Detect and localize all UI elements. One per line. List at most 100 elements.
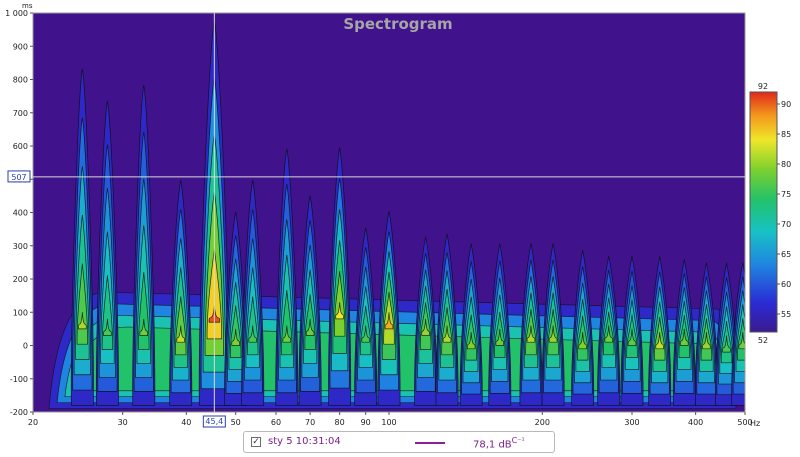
series-value-suffix: C⁻¹ (511, 436, 525, 445)
colorbar-tick-label: 65 (781, 250, 791, 259)
chart-title: Spectrogram (343, 15, 452, 33)
peak-contour (655, 332, 664, 350)
peak-contour (680, 328, 689, 346)
colorbar-tick-label: 80 (781, 160, 791, 169)
series-value-number: 78,1 dB (473, 439, 512, 451)
y-tick-label: 600 (13, 142, 28, 151)
peak-contour (335, 302, 344, 320)
x-tick-label: 400 (688, 418, 703, 427)
y-tick-label: 1 000 (5, 9, 28, 18)
x-tick-label: 50 (231, 418, 241, 427)
series-value: 78,1 dBC⁻¹ (473, 436, 525, 450)
resonance-peak (620, 256, 644, 406)
colorbar: 92 52 90 85 80 75 70 65 60 55 (749, 82, 791, 345)
peak-contour (139, 318, 148, 336)
peak-contour (361, 325, 370, 343)
y-tick-label: -200 (10, 408, 28, 417)
peak-contour (78, 312, 87, 330)
peak-contour (604, 325, 613, 343)
y-tick-label: 400 (13, 209, 28, 218)
x-tick-label: 90 (361, 418, 371, 427)
resonance-peak (70, 68, 94, 406)
colorbar-scale (749, 91, 778, 333)
y-axis-ticks: 1 0009008007006005004003002001000-100-20… (5, 9, 33, 417)
colorbar-tick-label: 60 (781, 280, 791, 289)
peak-contour (421, 318, 430, 336)
peak-contour (282, 325, 292, 343)
y-tick-label: -100 (10, 375, 28, 384)
peak-contour (305, 318, 315, 336)
x-tick-label: 40 (181, 418, 191, 427)
resonance-peak (414, 236, 438, 406)
resonance-peak (435, 233, 459, 406)
series-swatch (415, 442, 445, 444)
colorbar-tick-label: 75 (781, 190, 791, 199)
cursor-y-value: 507 (11, 173, 26, 182)
peak-contour (231, 328, 240, 346)
resonance-peak (132, 85, 156, 406)
spectrogram-surface (48, 19, 745, 410)
resonance-peak (241, 180, 265, 406)
x-tick-label: 500 (737, 418, 752, 427)
peak-contour (384, 312, 394, 330)
resonance-peak (488, 243, 512, 406)
series-visibility-checkbox[interactable]: ✓ (251, 437, 261, 447)
y-tick-label: 300 (13, 242, 28, 251)
peak-contour (103, 318, 112, 336)
peak-contour (627, 328, 637, 346)
resonance-peak (519, 243, 543, 406)
colorbar-max-label: 92 (758, 82, 768, 91)
x-axis-ticks: 20 30 40 50 60 70 80 90 100 200 300 400 500 (28, 412, 753, 427)
peak-contour (176, 325, 185, 343)
peak-contour (737, 318, 745, 361)
y-tick-label: 700 (13, 109, 28, 118)
peak-contour (248, 325, 257, 343)
cursor-y-readout: 507 (7, 170, 31, 183)
resonance-peak (459, 243, 483, 406)
y-tick-label: 100 (13, 308, 28, 317)
y-tick-label: 200 (13, 275, 28, 284)
cursor-x-readout: 45,4 (202, 415, 226, 428)
peak-contour (495, 328, 504, 346)
resonance-peak (169, 180, 193, 406)
colorbar-tick-label: 90 (781, 100, 791, 109)
y-axis-unit-label: ms (22, 2, 33, 10)
peak-contour (138, 272, 150, 350)
legend: ✓ sty 5 10:31:04 78,1 dBC⁻¹ (243, 431, 555, 453)
colorbar-tick-label: 85 (781, 130, 791, 139)
peak-contour (548, 325, 558, 343)
peak-contour (738, 332, 745, 350)
resonance-peak (731, 262, 745, 406)
peak-contour (442, 325, 452, 343)
resonance-peak (377, 211, 401, 406)
resonance-peak (354, 227, 378, 406)
peak-contour (702, 332, 711, 350)
x-axis-unit-label: Hz (750, 419, 760, 428)
x-tick-label: 20 (28, 418, 38, 427)
resonance-peak (275, 148, 299, 406)
resonance-peak (298, 195, 322, 406)
resonance-peak (95, 100, 119, 406)
peak-contour (466, 332, 476, 350)
y-tick-label: 900 (13, 42, 28, 51)
colorbar-tick-label: 70 (781, 220, 791, 229)
x-tick-label: 30 (118, 418, 128, 427)
resonance-peak (224, 211, 248, 406)
resonance-peak (672, 259, 696, 406)
colorbar-min-label: 52 (758, 336, 768, 345)
resonance-peak (571, 250, 595, 406)
y-tick-label: 800 (13, 76, 28, 85)
y-tick-label: 0 (23, 342, 28, 351)
x-tick-label: 200 (535, 418, 550, 427)
x-tick-label: 60 (271, 418, 281, 427)
resonance-peak (597, 255, 621, 406)
series-name: sty 5 10:31:04 (268, 436, 341, 447)
x-tick-label: 300 (624, 418, 639, 427)
peak-contour (722, 335, 731, 353)
x-tick-label: 80 (335, 418, 345, 427)
resonance-peak (541, 243, 565, 406)
resonance-peak (648, 256, 672, 406)
peak-contour (526, 325, 536, 343)
peak-contour (578, 332, 587, 350)
